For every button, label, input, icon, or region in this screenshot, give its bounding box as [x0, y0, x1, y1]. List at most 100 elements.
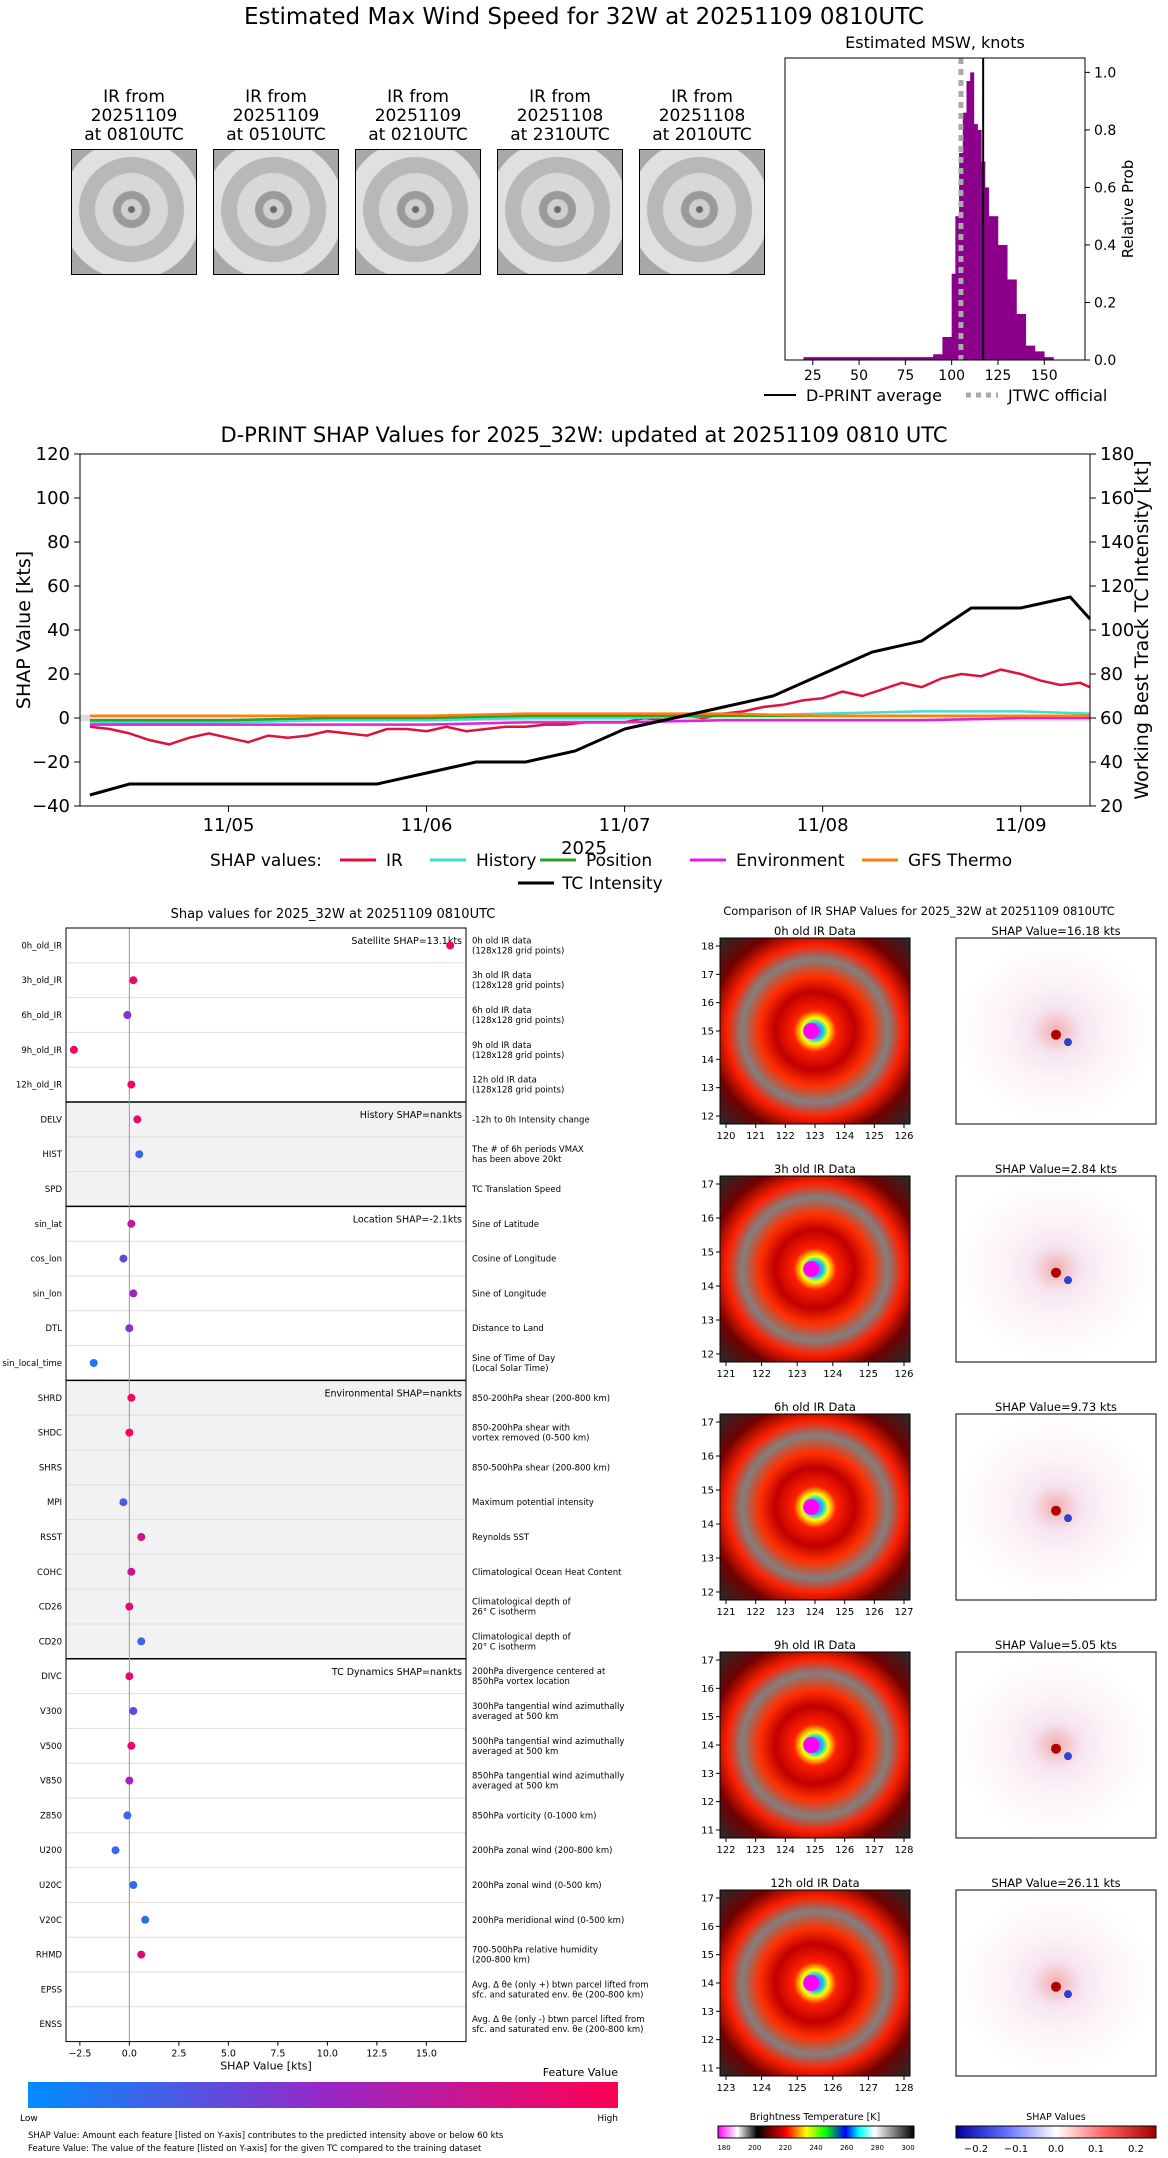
msw-bar	[831, 357, 841, 360]
right-y-tick-label: 20	[1100, 796, 1123, 817]
shap-hotspot	[1051, 1981, 1061, 1992]
feature-name-label: sin_local_time	[2, 1359, 62, 1369]
ir-y-tick-label: 15	[701, 1712, 714, 1723]
ir-x-tick-label: 127	[859, 2083, 878, 2094]
bt-colorbar-title: Brightness Temperature [K]	[750, 2112, 880, 2123]
feature-name-label: V850	[40, 1777, 62, 1787]
feature-name-label: CD20	[39, 1637, 62, 1647]
feature-name-label: ENSS	[39, 2020, 62, 2030]
left-y-tick-label: −40	[32, 796, 70, 817]
feature-shap-point	[125, 1776, 134, 1785]
ir-x-tick-label: 124	[776, 1845, 795, 1856]
ir-y-tick-label: 14	[701, 1282, 714, 1293]
series-line-environment	[89, 716, 1090, 726]
feature-x-tick-label: 0.0	[122, 2049, 137, 2060]
ir-y-tick-label: 16	[701, 1922, 714, 1933]
feature-shap-point	[125, 1672, 134, 1681]
group-label: TC Dynamics SHAP=nankts	[331, 1667, 462, 1678]
feature-shap-point	[125, 1602, 134, 1611]
ir-thumbnail-image	[71, 149, 197, 275]
feature-name-label: sin_lat	[35, 1220, 63, 1230]
msw-bar	[905, 357, 915, 360]
msw-x-tick-label: 25	[804, 368, 822, 384]
msw-y-tick-label: 1.0	[1094, 65, 1116, 81]
feature-x-tick-label: 7.5	[270, 2049, 285, 2060]
feature-name-label: 0h_old_IR	[21, 941, 62, 951]
feature-shap-point	[69, 1045, 78, 1054]
feature-shap-point	[137, 1950, 146, 1959]
ir-y-tick-label: 16	[701, 1452, 714, 1463]
feature-x-tick-label: 12.5	[366, 2049, 387, 2060]
feature-shap-point	[129, 1289, 138, 1298]
msw-bar	[1035, 351, 1045, 360]
feature-name-label: COHC	[37, 1568, 62, 1578]
bt-tick-label: 240	[809, 2144, 822, 2152]
shap-hotspot	[1051, 1743, 1061, 1754]
feature-name-label: RSST	[40, 1533, 63, 1543]
feature-desc-label: Climatological depth of	[472, 1632, 572, 1642]
x-tick-label: 11/08	[797, 815, 849, 836]
feature-name-label: CD26	[39, 1603, 62, 1613]
ir-x-tick-label: 126	[894, 1131, 913, 1142]
ir-thumbnail: IR from 20251109 at 0510UTC	[212, 88, 340, 275]
feature-shap-point	[133, 1115, 142, 1124]
ir-thumbnail-label: at 0510UTC	[226, 125, 326, 145]
feature-desc-label: 200hPa zonal wind (200-800 km)	[472, 1846, 612, 1856]
feature-desc-label: 850-200hPa shear with	[472, 1424, 570, 1434]
feature-desc-label: 850-200hPa shear (200-800 km)	[472, 1394, 610, 1404]
shap-colorbar-title: SHAP Values	[1026, 2112, 1086, 2123]
feature-name-label: DTL	[46, 1324, 63, 1334]
left-y-tick-label: 20	[47, 664, 70, 685]
ir-y-tick-label: 12	[701, 1797, 714, 1808]
msw-bar	[803, 357, 814, 360]
feature-xlabel: SHAP Value [kts]	[220, 2060, 312, 2073]
feature-desc-label: sfc. and saturated env. θe (200-800 km)	[472, 1990, 644, 2000]
ir-y-tick-label: 13	[701, 1554, 714, 1565]
ir-x-tick-label: 125	[865, 1131, 884, 1142]
feature-name-label: 3h_old_IR	[21, 976, 62, 986]
left-y-tick-label: 80	[47, 532, 70, 553]
ir-y-tick-label: 13	[701, 2007, 714, 2018]
ir-panel-title: 0h old IR Data	[774, 924, 856, 938]
feature-desc-label: Maximum potential intensity	[472, 1498, 594, 1508]
msw-x-tick-label: 150	[1031, 368, 1058, 384]
ir-x-tick-label: 126	[835, 1845, 854, 1856]
shap-colorbar	[955, 2125, 1157, 2139]
right-y-tick-label: 100	[1100, 620, 1134, 641]
feature-desc-label: Sine of Longitude	[472, 1289, 546, 1299]
msw-bar	[977, 129, 982, 360]
legend-dprint-label: D-PRINT average	[806, 386, 942, 405]
msw-bar	[822, 357, 832, 360]
colorbar-low-label: Low	[20, 2114, 38, 2124]
msw-bar	[933, 354, 943, 360]
ir-y-tick-label: 14	[701, 1741, 714, 1752]
ir-y-tick-label: 16	[701, 998, 714, 1009]
ir-x-tick-label: 123	[788, 1369, 807, 1380]
msw-bar	[942, 336, 952, 360]
feature-desc-label: 200hPa zonal wind (0-500 km)	[472, 1881, 602, 1891]
ir-panel-title: 9h old IR Data	[774, 1638, 856, 1652]
ir-x-tick-label: 125	[835, 1607, 854, 1618]
feature-panel-title: Shap values for 2025_32W at 20251109 081…	[171, 907, 496, 922]
shap-tick-label: −0.2	[964, 2144, 988, 2155]
page-title: Estimated Max Wind Speed for 32W at 2025…	[243, 4, 925, 30]
ir-x-tick-label: 125	[805, 1845, 824, 1856]
feature-desc-label: Reynolds SST	[472, 1533, 530, 1543]
msw-plot-frame	[784, 57, 1086, 361]
bt-colorbar	[717, 2125, 915, 2139]
ir-x-tick-label: 120	[716, 1131, 735, 1142]
ir-eye-marker	[803, 1023, 820, 1039]
feature-name-label: U20C	[39, 1881, 62, 1891]
feature-desc-label: 9h old IR data	[472, 1041, 531, 1051]
msw-y-tick-label: 0.8	[1094, 123, 1116, 139]
right-y-tick-label: 140	[1100, 532, 1134, 553]
legend-title: SHAP values:	[210, 851, 322, 871]
ir-thumbnail-label: IR from	[529, 87, 591, 107]
feature-desc-label: Climatological depth of	[472, 1598, 572, 1608]
ir-eye-marker	[803, 1737, 820, 1753]
ir-x-tick-label: 126	[894, 1369, 913, 1380]
feature-shap-point	[111, 1846, 120, 1855]
ir-x-tick-label: 127	[894, 1607, 913, 1618]
feature-x-tick-label: 10.0	[317, 2049, 338, 2060]
feature-shap-point	[127, 1567, 136, 1576]
